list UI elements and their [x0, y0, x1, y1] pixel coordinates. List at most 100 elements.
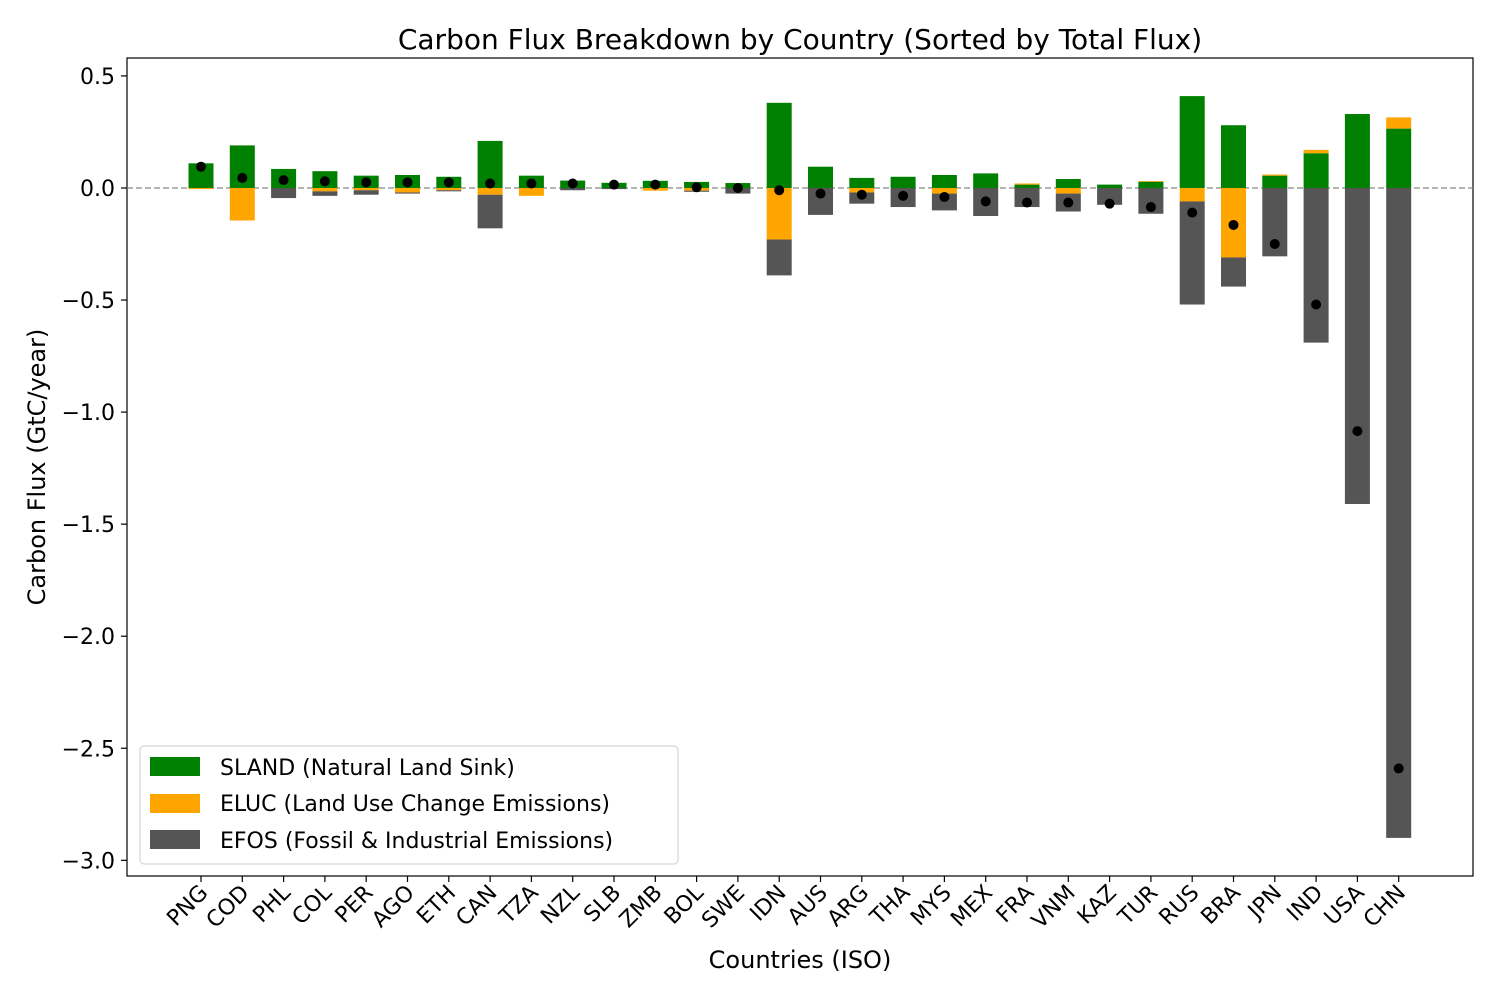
bar-eluc-png — [188, 187, 214, 190]
bar-sland-jpn — [1262, 175, 1288, 188]
total-marker-usa — [1352, 426, 1363, 437]
y-axis-label: Carbon Flux (GtC/year) — [23, 329, 51, 606]
bar-sland-kaz — [1097, 184, 1123, 188]
x-tick-label: CHN — [1359, 881, 1411, 933]
x-tick-label: KAZ — [1073, 881, 1122, 930]
bar-eluc-idn — [766, 187, 792, 240]
bar-efos-nzl — [560, 187, 586, 191]
bar-sland-mys — [931, 174, 957, 188]
total-marker-png — [196, 161, 206, 172]
x-tick-label: PER — [331, 881, 379, 929]
legend-label-efos: EFOS (Fossil & Industrial Emissions) — [220, 829, 613, 854]
x-tick-label: IND — [1282, 881, 1328, 927]
bar-eluc-eth — [436, 187, 462, 191]
bar-efos-can — [477, 194, 503, 229]
y-tick-label: 0.5 — [80, 65, 115, 90]
bar-eluc-rus — [1179, 187, 1205, 202]
bar-sland-ind — [1303, 153, 1329, 188]
bar-eluc-jpn — [1262, 174, 1288, 176]
plot-frame — [126, 57, 1474, 877]
x-axis: PNGCODPHLCOLPERAGOETHCANTZANZLSLBZMBBOLS… — [162, 876, 1411, 934]
bar-sland-arg — [849, 177, 875, 188]
total-marker-arg — [856, 189, 867, 200]
bar-eluc-vnm — [1055, 187, 1081, 194]
x-tick-label: SWE — [697, 881, 750, 934]
x-tick-label: IDN — [746, 881, 792, 927]
total-marker-tur — [1145, 202, 1156, 213]
total-marker-bra — [1228, 219, 1239, 230]
bar-eluc-tza — [518, 187, 544, 196]
x-tick-label: TZA — [494, 881, 543, 930]
total-marker-tza — [526, 178, 537, 189]
bar-eluc-cod — [229, 187, 255, 221]
bar-efos-ago — [395, 192, 420, 194]
x-tick-label: AUS — [783, 881, 833, 931]
bars-layer — [188, 96, 1412, 838]
bar-eluc-mys — [931, 187, 957, 194]
total-markers-layer — [196, 161, 1404, 774]
bar-efos-ind — [1303, 187, 1329, 343]
legend-label-sland: SLAND (Natural Land Sink) — [220, 756, 515, 781]
total-marker-idn — [774, 185, 785, 196]
y-tick-label: −0.5 — [62, 289, 115, 314]
bar-sland-fra — [1014, 184, 1040, 188]
legend-swatch-eluc — [150, 794, 200, 813]
bar-efos-kaz — [1097, 187, 1123, 205]
bar-sland-mex — [973, 173, 999, 188]
x-tick-label: MYS — [906, 881, 956, 931]
bar-eluc-tur — [1138, 181, 1164, 182]
y-tick-label: −1.5 — [62, 513, 115, 538]
x-tick-label: PNG — [162, 881, 213, 932]
bar-sland-rus — [1179, 96, 1205, 188]
x-tick-label: ARG — [823, 881, 874, 932]
total-marker-fra — [1022, 197, 1032, 208]
bar-efos-idn — [766, 239, 792, 276]
x-tick-label: MEX — [946, 881, 998, 933]
bar-efos-rus — [1179, 201, 1205, 305]
legend-box — [139, 745, 679, 865]
total-marker-eth — [443, 177, 454, 188]
bar-sland-usa — [1344, 114, 1370, 188]
bar-sland-bra — [1221, 125, 1246, 188]
bar-sland-idn — [766, 102, 792, 188]
total-marker-aus — [815, 188, 826, 199]
x-tick-label: VNM — [1027, 881, 1080, 934]
legend-swatch-sland — [150, 757, 200, 776]
legend-label-eluc: ELUC (Land Use Change Emissions) — [220, 792, 610, 817]
y-tick-label: 0.0 — [80, 177, 115, 202]
bar-sland-tha — [890, 176, 916, 188]
bar-sland-chn — [1386, 128, 1412, 188]
total-marker-ago — [402, 177, 413, 188]
bar-efos-phl — [271, 187, 297, 199]
bar-efos-mys — [931, 193, 957, 211]
total-marker-vnm — [1063, 197, 1074, 208]
x-axis-label: Countries (ISO) — [709, 946, 892, 974]
total-marker-per — [361, 177, 372, 188]
x-tick-label: USA — [1320, 881, 1370, 931]
x-tick-label: NZL — [536, 880, 585, 929]
x-tick-label: ZMB — [615, 881, 667, 933]
total-marker-jpn — [1269, 239, 1280, 250]
bar-efos-bra — [1221, 257, 1246, 287]
total-marker-slb — [609, 179, 619, 190]
bar-sland-vnm — [1055, 179, 1081, 188]
total-marker-rus — [1187, 207, 1198, 218]
bar-eluc-per — [353, 187, 379, 191]
y-tick-label: −1.0 — [62, 401, 115, 426]
bar-efos-per — [353, 190, 379, 195]
total-marker-nzl — [567, 178, 578, 189]
total-marker-col — [319, 176, 330, 187]
bar-efos-eth — [436, 190, 462, 192]
x-tick-label: PHL — [248, 880, 296, 928]
y-axis: 0.5 0.0 −0.5 −1.0 −1.5 −2.0 −2.5 −3.0 — [62, 65, 127, 874]
bar-eluc-ind — [1303, 149, 1329, 154]
x-tick-label: COL — [288, 880, 338, 930]
total-marker-swe — [732, 182, 743, 193]
bar-sland-aus — [808, 166, 833, 188]
bar-efos-col — [312, 191, 338, 196]
bar-efos-usa — [1344, 187, 1370, 504]
bar-efos-fra — [1014, 187, 1040, 208]
bar-eluc-can — [477, 187, 503, 195]
x-tick-label: BOL — [660, 880, 710, 930]
